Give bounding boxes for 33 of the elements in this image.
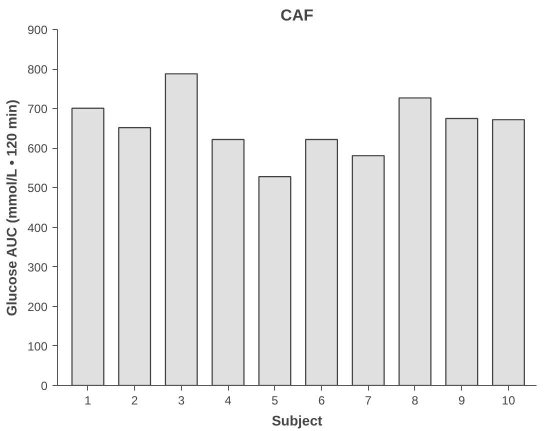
x-tick-label: 3 <box>178 394 185 408</box>
bar <box>352 155 385 386</box>
bar <box>164 73 198 386</box>
bar <box>118 127 152 386</box>
bar <box>71 108 104 386</box>
y-axis-title: Glucose AUC (mmol/L • 120 min) <box>3 100 20 316</box>
y-tick-label: 900 <box>27 23 48 37</box>
y-tick-label: 0 <box>40 379 48 393</box>
x-tick-label: 9 <box>458 394 466 408</box>
y-tick-label: 500 <box>27 181 48 196</box>
x-tick-label: 5 <box>271 394 278 408</box>
bar <box>492 119 525 386</box>
y-tick-label: 100 <box>27 339 48 354</box>
bar <box>212 138 245 386</box>
y-tick-label: 400 <box>27 220 48 235</box>
y-tick-label: 700 <box>27 102 48 116</box>
bar <box>398 97 432 386</box>
bar <box>445 118 478 386</box>
x-axis-title: Subject <box>272 412 323 428</box>
y-tick-label: 300 <box>27 260 48 274</box>
chart-title: CAF <box>280 8 314 24</box>
y-tick-label: 200 <box>27 300 48 314</box>
y-tick-label: 800 <box>27 62 48 77</box>
x-tick-label: 4 <box>224 394 232 408</box>
bar <box>305 138 338 386</box>
x-tick-label: 1 <box>84 394 92 408</box>
x-tick-label: 10 <box>502 394 516 408</box>
bar <box>258 176 292 386</box>
x-tick-label: 7 <box>364 394 372 408</box>
x-tick-label: 6 <box>318 394 326 408</box>
x-tick-label: 8 <box>412 394 419 408</box>
x-tick-label: 2 <box>131 394 138 408</box>
y-tick-label: 600 <box>27 142 48 156</box>
